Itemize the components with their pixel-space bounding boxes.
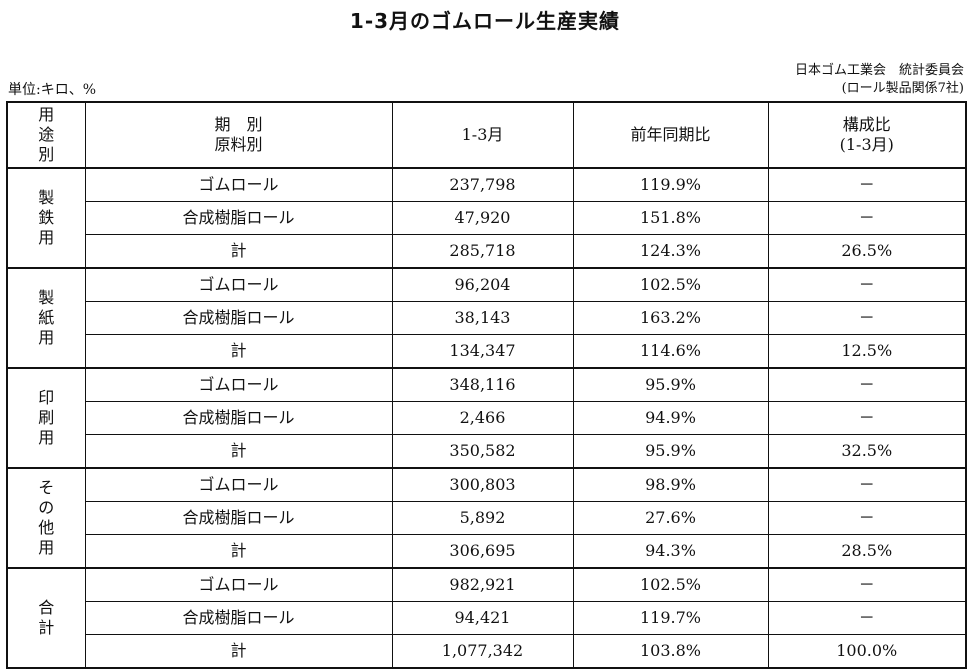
yoy-cell: 94.9%: [572, 401, 769, 435]
table-row: 計 350,582 95.9% 32.5%: [7, 434, 967, 469]
share-cell: 32.5%: [767, 434, 967, 469]
share-cell: －: [767, 601, 967, 635]
header-use: 用途別: [6, 101, 86, 169]
table-row: 計 285,718 124.3% 26.5%: [7, 234, 967, 269]
table-row: 印刷用 ゴムロール 348,116 95.9% －: [6, 367, 967, 469]
share-cell: －: [767, 501, 967, 535]
yoy-cell: 94.3%: [572, 534, 769, 569]
yoy-cell: 119.9%: [572, 167, 769, 202]
yoy-cell: 124.3%: [572, 234, 769, 269]
material-cell: 合成樹脂ロール: [84, 601, 393, 635]
value-cell: 38,143: [391, 301, 574, 335]
source-note: 日本ゴム工業会 統計委員会 (ロール製品関係7社): [795, 62, 964, 98]
use-category-cell: 印刷用: [6, 367, 86, 469]
yoy-cell: 114.6%: [572, 334, 769, 369]
value-cell: 237,798: [391, 167, 574, 202]
value-cell: 285,718: [391, 234, 574, 269]
table-row: 計 134,347 114.6% 12.5%: [7, 334, 967, 369]
use-category-cell: その他用: [6, 467, 86, 569]
material-cell: ゴムロール: [84, 167, 393, 202]
value-cell: 1,077,342: [391, 634, 574, 669]
table-row: 合成樹脂ロール 2,466 94.9% －: [7, 401, 967, 435]
use-category-cell: 製鉄用: [6, 167, 86, 269]
material-cell: 計: [84, 634, 393, 669]
unit-label: 単位:キロ、%: [8, 82, 97, 98]
table-row: 製鉄用 ゴムロール 237,798 119.9% －: [6, 167, 967, 269]
value-cell: 134,347: [391, 334, 574, 369]
header-period: 期 別 原料別: [84, 101, 393, 169]
yoy-cell: 119.7%: [572, 601, 769, 635]
share-cell: 28.5%: [767, 534, 967, 569]
share-cell: 12.5%: [767, 334, 967, 369]
yoy-cell: 95.9%: [572, 367, 769, 402]
value-cell: 306,695: [391, 534, 574, 569]
material-cell: 合成樹脂ロール: [84, 501, 393, 535]
header-jan-mar: 1-3月: [391, 101, 574, 169]
share-cell: －: [767, 267, 967, 302]
table-row: 合計 ゴムロール 982,921 102.5% －: [6, 567, 967, 669]
value-cell: 350,582: [391, 434, 574, 469]
source-line-1: 日本ゴム工業会 統計委員会: [794, 63, 964, 78]
value-cell: 96,204: [391, 267, 574, 302]
yoy-cell: 102.5%: [572, 567, 769, 602]
share-cell: －: [767, 367, 967, 402]
material-cell: 計: [84, 434, 393, 469]
value-cell: 348,116: [391, 367, 574, 402]
source-line-2: (ロール製品関係7社): [841, 81, 964, 96]
table-row: 計 1,077,342 103.8% 100.0%: [7, 634, 967, 669]
value-cell: 5,892: [391, 501, 574, 535]
header-yoy: 前年同期比: [572, 101, 769, 169]
share-cell: 100.0%: [767, 634, 967, 669]
material-cell: ゴムロール: [84, 567, 393, 602]
share-cell: －: [767, 301, 967, 335]
share-cell: －: [767, 467, 967, 502]
material-cell: 合成樹脂ロール: [84, 401, 393, 435]
share-cell: －: [767, 201, 967, 235]
use-category-cell: 製紙用: [6, 267, 86, 369]
yoy-cell: 103.8%: [572, 634, 769, 669]
yoy-cell: 95.9%: [572, 434, 769, 469]
material-cell: 計: [84, 334, 393, 369]
material-cell: 合成樹脂ロール: [84, 301, 393, 335]
value-cell: 2,466: [391, 401, 574, 435]
share-cell: －: [767, 167, 967, 202]
value-cell: 982,921: [391, 567, 574, 602]
use-category-cell: 合計: [6, 567, 86, 669]
material-cell: ゴムロール: [84, 367, 393, 402]
share-cell: －: [767, 567, 967, 602]
page-title: 1-3月のゴムロール生産実績: [349, 9, 621, 33]
table-row: 合成樹脂ロール 47,920 151.8% －: [7, 201, 967, 235]
value-cell: 47,920: [391, 201, 574, 235]
table-row: 合成樹脂ロール 5,892 27.6% －: [7, 501, 967, 535]
share-cell: 26.5%: [767, 234, 967, 269]
share-cell: －: [767, 401, 967, 435]
table-row: 製紙用 ゴムロール 96,204 102.5% －: [6, 267, 967, 369]
production-table: 用途別 期 別 原料別 1-3月 前年同期比 構成比 (1-3月) 製鉄用 ゴムロ…: [6, 101, 967, 669]
material-cell: ゴムロール: [84, 467, 393, 502]
yoy-cell: 27.6%: [572, 501, 769, 535]
header-share: 構成比 (1-3月): [767, 101, 967, 169]
table-row: 合成樹脂ロール 94,421 119.7% －: [7, 601, 967, 635]
value-cell: 94,421: [391, 601, 574, 635]
yoy-cell: 163.2%: [572, 301, 769, 335]
material-cell: 合成樹脂ロール: [84, 201, 393, 235]
table-row: その他用 ゴムロール 300,803 98.9% －: [6, 467, 967, 569]
yoy-cell: 151.8%: [572, 201, 769, 235]
material-cell: 計: [84, 234, 393, 269]
material-cell: 計: [84, 534, 393, 569]
value-cell: 300,803: [391, 467, 574, 502]
yoy-cell: 98.9%: [572, 467, 769, 502]
table-row: 合成樹脂ロール 38,143 163.2% －: [7, 301, 967, 335]
material-cell: ゴムロール: [84, 267, 393, 302]
yoy-cell: 102.5%: [572, 267, 769, 302]
table-row: 計 306,695 94.3% 28.5%: [7, 534, 967, 569]
